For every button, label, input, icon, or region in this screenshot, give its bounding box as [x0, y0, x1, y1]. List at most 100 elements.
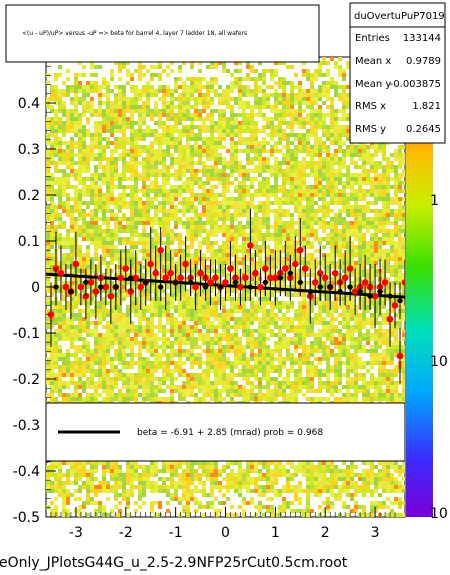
x-tick-label: 3: [371, 525, 380, 541]
data-point-red: [77, 283, 85, 291]
data-point-red: [87, 279, 95, 286]
stats-value-meanx: 0.9789: [406, 56, 441, 67]
stats-label-rmsy: RMS y: [355, 124, 386, 135]
data-point-red: [247, 242, 254, 249]
x-tick-label: -1: [169, 525, 183, 541]
data-point-black: [247, 284, 254, 290]
data-point-black: [327, 284, 333, 290]
stats-label-meanx: Mean x: [355, 56, 391, 67]
y-tick-label: -0.4: [13, 464, 40, 480]
stats-name: duOvertuPuP7019: [354, 11, 445, 22]
data-point-red: [137, 283, 145, 291]
data-point-red: [92, 288, 100, 295]
stats-value-rmsx: 1.821: [412, 101, 441, 112]
data-point-red: [132, 274, 140, 282]
data-point-red: [282, 265, 289, 272]
y-tick-label: 0.3: [18, 142, 40, 158]
stats-box: duOvertuPuP7019 Entries 133144 Mean x 0.…: [349, 2, 446, 144]
footer-filename: eOnly_JPlotsG44G_u_2.5-2.9NFP25rCut0.5cm…: [0, 555, 348, 571]
data-point-black: [187, 279, 194, 285]
fit-legend: beta = -6.91 + 2.85 (mrad) prob = 0.968: [45, 402, 406, 462]
data-point-black: [347, 284, 353, 290]
data-point-black: [98, 284, 104, 290]
data-point-red: [207, 279, 214, 286]
data-point-red: [292, 260, 299, 268]
fit-legend-label: beta = -6.91 + 2.85 (mrad) prob = 0.968: [137, 428, 323, 438]
data-point-red: [72, 260, 80, 268]
data-point-red: [242, 274, 249, 282]
data-point-red: [252, 269, 259, 277]
data-point-red: [227, 265, 234, 272]
data-point-red: [162, 274, 169, 282]
y-tick-label: -0.3: [13, 418, 40, 434]
data-point-black: [262, 279, 268, 285]
data-point-red: [346, 265, 354, 272]
data-point-red: [157, 246, 164, 254]
data-point-black: [202, 284, 209, 290]
data-point-red: [257, 283, 264, 291]
stats-value-meany: -0.003875: [390, 79, 441, 90]
data-point-red: [321, 274, 329, 282]
data-point-red: [212, 274, 219, 282]
title-box: [5, 4, 320, 63]
y-tick-label: 0: [31, 280, 40, 296]
x-tick-label: 2: [321, 525, 330, 541]
data-point-red: [296, 246, 304, 254]
data-point-black: [307, 289, 313, 295]
data-point-red: [391, 302, 399, 309]
data-point-red: [267, 274, 274, 282]
data-point-black: [128, 275, 134, 281]
y-tick-label: 0.4: [18, 96, 40, 112]
chart-title: <(u - uP)/uP> versus -uP => beta for bar…: [22, 30, 247, 37]
data-point-red: [401, 279, 405, 286]
y-tick-label: -0.2: [13, 372, 40, 388]
data-point-red: [122, 265, 130, 272]
data-point-black: [297, 279, 303, 285]
data-point-black: [217, 284, 224, 290]
data-point-black: [377, 289, 383, 295]
stats-value-rmsy: 0.2645: [406, 124, 441, 135]
data-point-red: [386, 315, 394, 323]
stats-label-rmsx: RMS x: [355, 101, 386, 112]
data-point-red: [301, 265, 309, 272]
data-point-black: [317, 284, 323, 290]
colorbar-label-10b: 10: [430, 506, 448, 522]
data-point-black: [367, 293, 373, 299]
colorbar: [406, 100, 433, 517]
colorbar-label-10: 10: [430, 354, 448, 370]
x-tick-label: -3: [69, 525, 83, 541]
data-point-black: [232, 279, 239, 285]
data-point-black: [68, 289, 74, 295]
data-point-black: [277, 275, 283, 281]
data-point-black: [173, 279, 179, 285]
data-point-red: [117, 274, 125, 282]
data-point-black: [83, 279, 89, 285]
data-point-red: [102, 283, 110, 291]
stats-value-entries: 133144: [403, 33, 441, 44]
data-point-red: [381, 279, 389, 286]
data-point-red: [62, 283, 70, 291]
stats-label-entries: Entries: [355, 33, 390, 44]
stats-label-meany: Mean y: [355, 79, 391, 90]
y-tick-label: -0.5: [13, 510, 40, 526]
data-point-red: [361, 279, 369, 286]
data-point-red: [182, 260, 189, 268]
data-point-red: [272, 274, 279, 282]
colorbar-label-1: 1: [430, 193, 439, 209]
data-point-black: [397, 298, 403, 304]
y-tick-label: 0.2: [18, 188, 40, 204]
data-point-black: [113, 284, 119, 290]
data-point-black: [287, 270, 293, 276]
data-point-red: [237, 283, 244, 291]
data-point-red: [177, 274, 184, 282]
data-point-red: [147, 260, 155, 268]
data-point-red: [197, 269, 204, 277]
data-point-black: [158, 284, 164, 290]
data-point-red: [351, 288, 359, 295]
data-point-red: [331, 269, 339, 277]
data-point-red: [396, 352, 404, 360]
data-point-red: [127, 288, 135, 295]
data-point-red: [107, 292, 115, 300]
data-point-black: [387, 293, 393, 299]
